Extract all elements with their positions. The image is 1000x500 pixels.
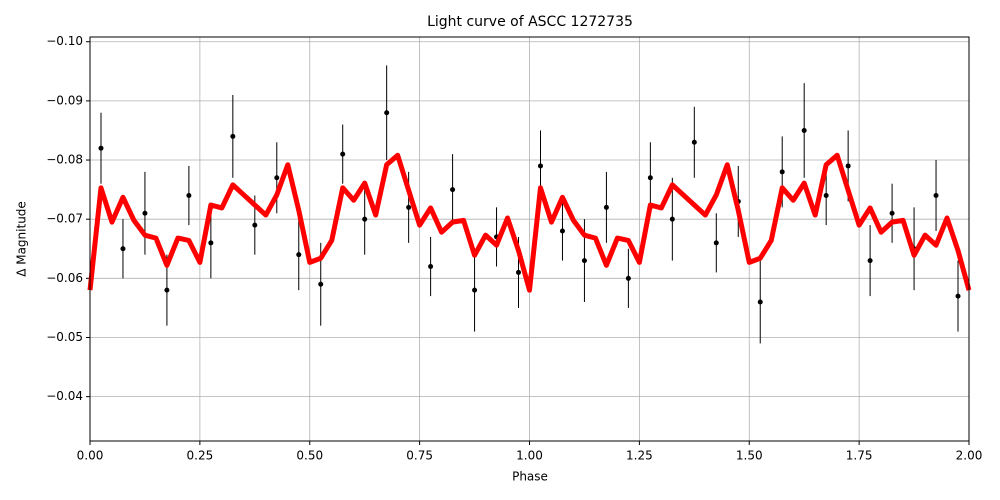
chart-title: Light curve of ASCC 1272735	[427, 14, 633, 30]
x-tick-label: 1.25	[626, 449, 653, 463]
data-point	[296, 252, 302, 258]
y-tick-label: −0.09	[46, 93, 83, 107]
data-point	[406, 204, 412, 210]
x-tick-label: 0.25	[187, 449, 214, 463]
x-tick-label: 1.75	[846, 449, 873, 463]
data-point	[274, 175, 280, 181]
data-point	[98, 145, 104, 151]
y-tick-label: −0.07	[46, 212, 83, 226]
data-point	[603, 204, 609, 210]
data-point	[362, 216, 368, 222]
data-point	[823, 193, 829, 199]
x-tick-label: 0.00	[77, 449, 104, 463]
x-tick-label: 1.50	[736, 449, 763, 463]
x-tick-label: 0.75	[406, 449, 433, 463]
y-tick-label: −0.08	[46, 153, 83, 167]
x-axis-label: Phase	[512, 470, 548, 484]
y-axis-label: Δ Magnitude	[15, 201, 29, 277]
data-point	[340, 151, 346, 157]
x-tick-label: 0.50	[296, 449, 323, 463]
data-point	[142, 210, 148, 216]
data-point	[516, 269, 522, 275]
data-point	[537, 163, 543, 169]
data-point	[318, 281, 324, 287]
data-point	[252, 222, 258, 228]
x-tick-label: 1.00	[516, 449, 543, 463]
data-point	[933, 193, 939, 199]
data-point	[230, 133, 236, 139]
x-tick-label: 2.00	[956, 449, 983, 463]
data-point	[120, 246, 126, 252]
data-point	[647, 175, 653, 181]
data-point	[955, 293, 961, 299]
data-point	[867, 258, 873, 264]
y-tick-label: −0.05	[46, 330, 83, 344]
data-point	[208, 240, 214, 246]
data-point	[845, 163, 851, 169]
data-point	[384, 110, 390, 116]
y-tick-label: −0.06	[46, 271, 83, 285]
y-tick-label: −0.10	[46, 34, 83, 48]
data-point	[691, 139, 697, 145]
data-point	[801, 127, 807, 133]
data-point	[450, 187, 456, 193]
data-point	[164, 287, 170, 293]
y-tick-label: −0.04	[46, 389, 83, 403]
data-point	[186, 193, 192, 199]
data-point	[757, 299, 763, 305]
data-point	[472, 287, 478, 293]
data-point	[669, 216, 675, 222]
data-point	[581, 258, 587, 264]
data-point	[625, 275, 631, 281]
data-point	[428, 264, 434, 270]
data-point	[889, 210, 895, 216]
data-point	[713, 240, 719, 246]
data-point	[779, 169, 785, 175]
data-point	[559, 228, 565, 234]
plot-frame	[89, 36, 970, 442]
model-curve	[87, 152, 972, 293]
